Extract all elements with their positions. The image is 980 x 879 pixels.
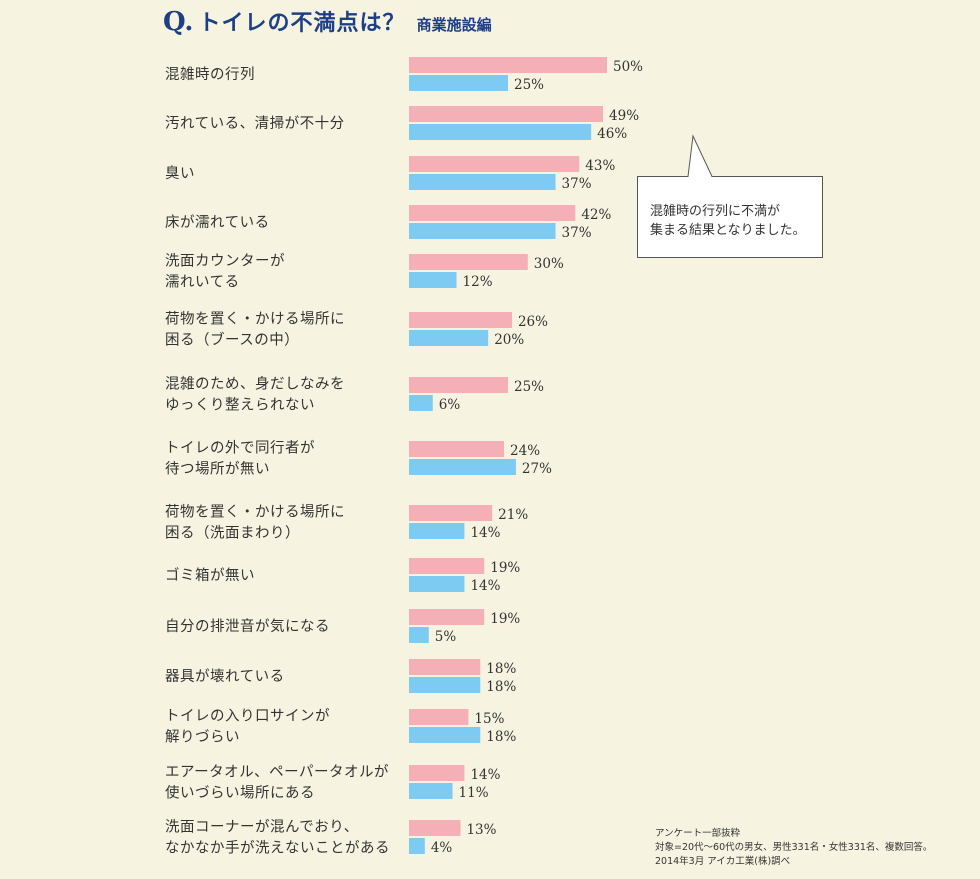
chart-title: Q. トイレの不満点は？ 商業施設編 — [163, 5, 492, 37]
data-label: 37% — [562, 176, 592, 192]
data-label: 14% — [470, 525, 500, 541]
data-label: 13% — [466, 822, 496, 838]
bar-series-1 — [409, 558, 485, 574]
bar-series-1 — [409, 205, 576, 221]
category-label: 器具が壊れている — [165, 668, 285, 685]
category-label: 混雑時の行列 — [165, 66, 255, 83]
category-label: 使いづらい場所にある — [165, 785, 315, 802]
category-label: 洗面コーナーが混んでおり、 — [165, 819, 359, 836]
note-line-1: アンケート一部抜粋 — [655, 828, 741, 839]
data-label: 14% — [470, 767, 500, 783]
bar-series-2 — [409, 783, 453, 799]
category-label: ゆっくり整えられない — [165, 397, 315, 414]
bar-series-2 — [409, 627, 429, 643]
data-label: 50% — [613, 59, 643, 75]
category-label: なかなか手が洗えないことがある — [165, 840, 390, 857]
data-label: 18% — [486, 661, 516, 677]
data-label: 26% — [518, 314, 548, 330]
bar-series-2 — [409, 523, 465, 539]
bar-series-1 — [409, 312, 512, 328]
category-label: 洗面カウンターが — [165, 253, 285, 270]
bar-series-1 — [409, 106, 604, 122]
category-label: トイレの外で同行者が — [165, 440, 315, 457]
data-label: 5% — [435, 629, 457, 645]
data-label: 14% — [470, 578, 500, 594]
category-label: 解りづらい — [165, 729, 240, 746]
data-label: 15% — [474, 711, 504, 727]
bar-series-2 — [409, 395, 433, 411]
category-label: 自分の排泄音が気になる — [165, 618, 330, 635]
bar-series-1 — [409, 609, 485, 625]
bar-series-1 — [409, 505, 493, 521]
data-label: 21% — [498, 507, 528, 523]
bar-series-2 — [409, 459, 516, 475]
data-label: 18% — [486, 679, 516, 695]
data-label: 37% — [562, 225, 592, 241]
data-label: 6% — [439, 397, 461, 413]
bar-series-2 — [409, 838, 425, 854]
category-label: エアータオル、ペーパータオルが — [165, 764, 389, 781]
data-label: 18% — [486, 729, 516, 745]
callout-box: 混雑時の行列に不満が 集まる結果となりました。 — [637, 134, 823, 258]
callout-line-2: 集まる結果となりました。 — [650, 223, 806, 238]
data-label: 11% — [459, 785, 489, 801]
category-label: 混雑のため、身だしなみを — [165, 376, 345, 393]
bar-series-2 — [409, 576, 465, 592]
category-label: 困る（洗面まわり） — [165, 525, 300, 542]
bar-series-1 — [409, 57, 607, 73]
category-label: 待つ場所が無い — [165, 461, 270, 478]
bar-series-2 — [409, 677, 481, 693]
data-label: 46% — [597, 126, 627, 142]
data-label: 25% — [514, 379, 544, 395]
bar-series-1 — [409, 709, 469, 725]
category-label: ゴミ箱が無い — [165, 566, 255, 584]
bar-series-1 — [409, 820, 461, 836]
note-line-3: 2014年3月 アイカ工業(株)調べ — [655, 856, 791, 867]
category-label: 荷物を置く・かける場所に — [165, 504, 345, 521]
bar-series-1 — [409, 377, 508, 393]
bar-series-1 — [409, 254, 528, 270]
data-label: 4% — [431, 840, 453, 856]
bar-series-2 — [409, 223, 556, 239]
category-label: 困る（ブースの中） — [165, 331, 299, 349]
callout-frame — [637, 134, 823, 258]
data-label: 19% — [490, 611, 520, 627]
data-label: 19% — [490, 560, 520, 576]
data-label: 42% — [581, 207, 611, 223]
title-main: トイレの不満点は？ — [198, 10, 406, 36]
category-label: 濡れいてる — [165, 274, 240, 291]
data-label: 12% — [463, 274, 493, 290]
category-label: 汚れている、清掃が不十分 — [165, 114, 345, 132]
category-label: トイレの入り口サインが — [165, 708, 330, 725]
bar-series-2 — [409, 727, 481, 743]
data-label: 49% — [609, 108, 639, 124]
bar-series-1 — [409, 156, 580, 172]
category-label: 荷物を置く・かける場所に — [165, 311, 345, 328]
callout-text: 混雑時の行列に不満が 集まる結果となりました。 — [650, 202, 806, 240]
bar-series-2 — [409, 124, 592, 140]
note-line-2: 対象=20代〜60代の男女、男性331名・女性331名、複数回答。 — [655, 842, 933, 853]
data-label: 20% — [494, 332, 524, 348]
bar-series-2 — [409, 330, 489, 346]
title-sub: 商業施設編 — [416, 16, 492, 34]
category-label: 床が濡れている — [165, 214, 270, 231]
bar-series-2 — [409, 75, 508, 91]
data-label: 43% — [585, 158, 615, 174]
bar-series-1 — [409, 659, 481, 675]
data-label: 25% — [514, 77, 544, 93]
title-prefix: Q. — [163, 7, 194, 37]
data-label: 24% — [510, 443, 540, 459]
bar-series-2 — [409, 174, 556, 190]
data-label: 27% — [522, 461, 552, 477]
source-note: アンケート一部抜粋 対象=20代〜60代の男女、男性331名・女性331名、複数… — [655, 827, 932, 869]
category-label: 臭い — [165, 165, 195, 182]
callout-line-1: 混雑時の行列に不満が — [650, 204, 781, 219]
bar-series-1 — [409, 441, 505, 457]
data-label: 30% — [534, 256, 564, 272]
bar-series-2 — [409, 272, 457, 288]
bar-series-1 — [409, 765, 465, 781]
